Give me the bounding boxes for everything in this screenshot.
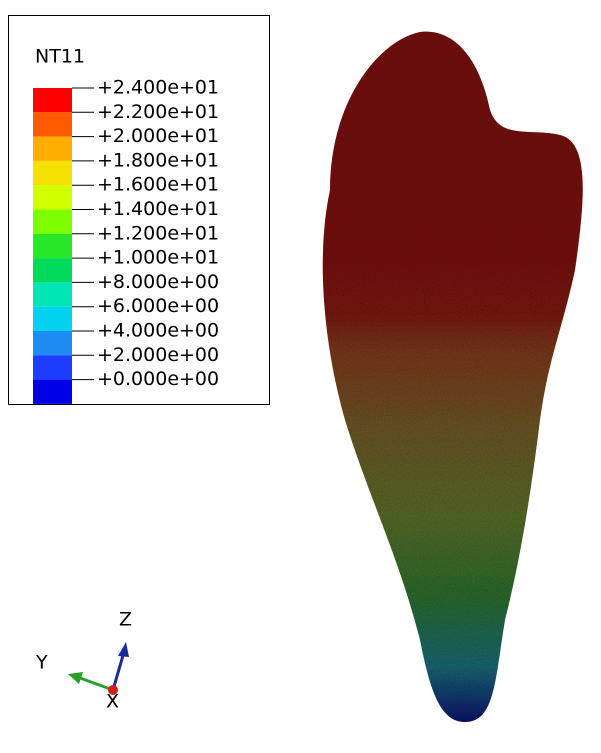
x-label: X: [106, 691, 119, 713]
legend-swatch: [33, 210, 72, 234]
legend-label: +2.400e+01: [97, 77, 219, 99]
y-axis-arrow: [80, 678, 113, 690]
z-label: Z: [119, 609, 132, 631]
legend-swatch: [33, 185, 72, 209]
z-axis-arrow: [113, 652, 124, 690]
legend-label: +2.000e+01: [97, 125, 219, 147]
tooth-model: [323, 32, 583, 722]
viewport: NT11 +2.400e+01+2.200e+01+2.000e+01+1.80…: [0, 0, 601, 749]
legend-label: +1.400e+01: [97, 198, 219, 220]
legend-label: +1.200e+01: [97, 222, 219, 244]
y-label: Y: [35, 652, 48, 674]
legend-swatch: [33, 161, 72, 185]
legend-label: +0.000e+00: [97, 368, 219, 390]
legend-scale: +2.400e+01+2.200e+01+2.000e+01+1.800e+01…: [33, 77, 219, 404]
legend-label: +6.000e+00: [97, 295, 219, 317]
legend-label: +1.800e+01: [97, 149, 219, 171]
legend-swatch: [33, 380, 72, 404]
legend-label: +1.000e+01: [97, 247, 219, 269]
legend-swatch: [33, 331, 72, 355]
legend-swatch: [33, 112, 72, 136]
legend-swatch: [33, 355, 72, 379]
y-arrow-head: [68, 672, 83, 684]
legend-label: +4.000e+00: [97, 320, 219, 342]
legend-swatch: [33, 258, 72, 282]
axis-triad: Z Y X: [35, 609, 132, 713]
legend-swatch: [33, 282, 72, 306]
legend-title: NT11: [35, 46, 85, 68]
legend-label: +1.600e+01: [97, 174, 219, 196]
z-arrow-head: [118, 642, 129, 657]
legend-label: +8.000e+00: [97, 271, 219, 293]
legend-label: +2.000e+00: [97, 344, 219, 366]
legend-swatch: [33, 137, 72, 161]
legend-swatch: [33, 234, 72, 258]
legend-swatch: [33, 88, 72, 112]
legend-swatch: [33, 307, 72, 331]
legend-label: +2.200e+01: [97, 101, 219, 123]
